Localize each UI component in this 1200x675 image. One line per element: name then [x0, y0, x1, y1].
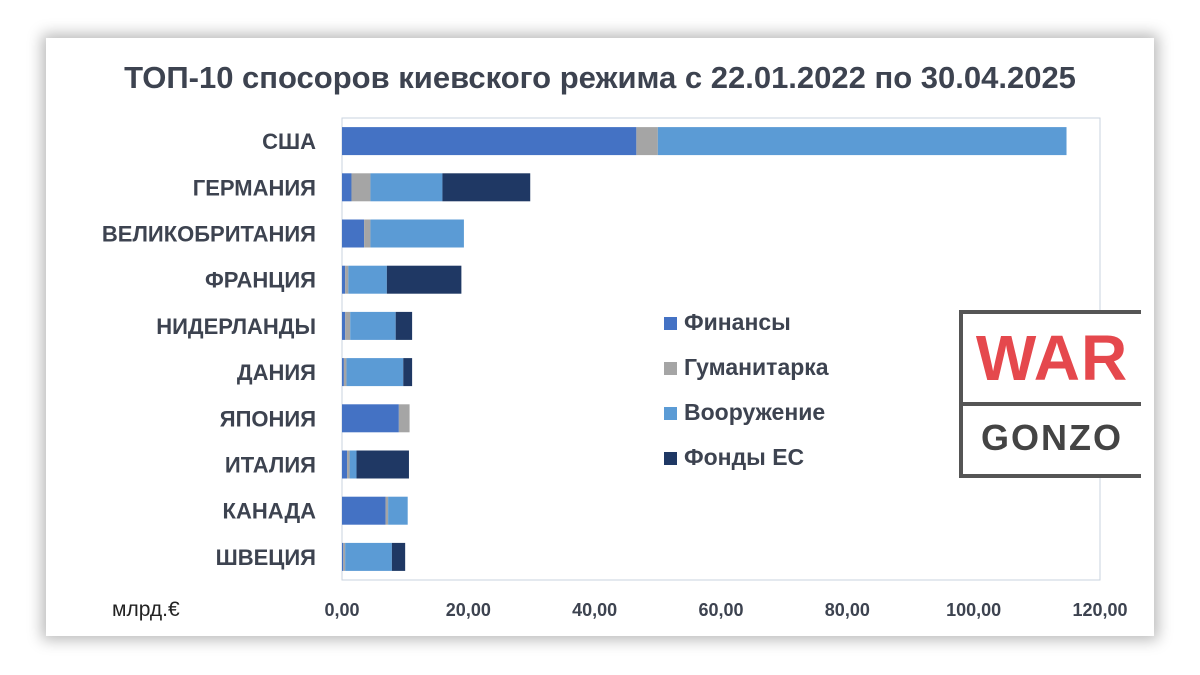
bar-segment [342, 404, 399, 433]
bar-segment [345, 265, 349, 294]
x-tick-label: 0,00 [324, 600, 359, 620]
bar-segment [364, 219, 371, 248]
bar-segment [403, 358, 413, 387]
bar-segment [395, 311, 413, 340]
unit-label: млрд.€ [112, 598, 180, 621]
bar-segment [370, 173, 443, 202]
category-label: ФРАНЦИЯ [205, 268, 316, 293]
bar-segment [345, 311, 351, 340]
bar-segment [343, 358, 347, 387]
category-label: ДАНИЯ [237, 360, 316, 385]
category-label: ГЕРМАНИЯ [193, 175, 316, 200]
bar-segment [345, 542, 392, 571]
logo-war-text: WAR [963, 314, 1141, 406]
bar-segment [342, 358, 344, 387]
bar-segment [370, 219, 464, 248]
bar-segment [342, 219, 365, 248]
x-tick-label: 60,00 [698, 600, 743, 620]
bar-segment [343, 542, 346, 571]
bar-segment [391, 542, 406, 571]
bar-segment [657, 127, 1067, 156]
bar-segment [350, 311, 396, 340]
bar-segment [386, 265, 462, 294]
legend-swatch [664, 407, 677, 420]
bar-segment [398, 404, 410, 433]
legend-swatch [664, 452, 677, 465]
bar-segment [342, 127, 637, 156]
bar-segment [342, 311, 346, 340]
x-tick-label: 80,00 [825, 600, 870, 620]
x-tick-label: 40,00 [572, 600, 617, 620]
category-label: КАНАДА [223, 499, 317, 524]
x-tick-label: 100,00 [946, 600, 1001, 620]
category-label: НИДЕРЛАНДЫ [156, 314, 316, 339]
category-label: ЯПОНИЯ [220, 406, 316, 431]
category-label: ВЕЛИКОБРИТАНИЯ [102, 222, 316, 247]
bar-segment [342, 265, 346, 294]
bar-segment [349, 450, 357, 479]
bar-segment [342, 496, 386, 525]
legend-label: Вооружение [684, 399, 825, 425]
bar-segment [342, 450, 348, 479]
bar-segment [388, 496, 408, 525]
war-gonzo-logo: WAR GONZO [959, 310, 1141, 478]
chart-title: ТОП-10 спосоров киевского режима с 22.01… [124, 60, 1076, 95]
legend-label: Фонды ЕС [684, 444, 804, 470]
category-label: ИТАЛИЯ [225, 453, 316, 478]
category-label: ШВЕЦИЯ [216, 545, 316, 570]
chart-card: ТОП-10 спосоров киевского режима с 22.01… [46, 38, 1154, 636]
bar-segment [342, 173, 352, 202]
logo-gonzo-text: GONZO [981, 417, 1123, 458]
bar-segment [348, 265, 387, 294]
bar-segment [636, 127, 658, 156]
legend-swatch [664, 362, 677, 375]
bar-segment [385, 496, 389, 525]
bar-segment [351, 173, 371, 202]
legend-label: Финансы [684, 309, 791, 335]
bar-chart: США ГЕРМАНИЯ ВЕЛИКОБРИТАНИЯ ФРАНЦИЯ НИДЕРЛАН… [102, 117, 1128, 620]
category-label: США [262, 129, 316, 154]
bar-segment [442, 173, 531, 202]
bar-segment [356, 450, 409, 479]
bar-segment [342, 542, 344, 571]
bar-segment [347, 450, 350, 479]
x-tick-label: 20,00 [446, 600, 491, 620]
x-tick-label: 120,00 [1072, 600, 1127, 620]
bar-segment [346, 358, 404, 387]
legend-label: Гуманитарка [684, 354, 829, 380]
legend-swatch [664, 317, 677, 330]
